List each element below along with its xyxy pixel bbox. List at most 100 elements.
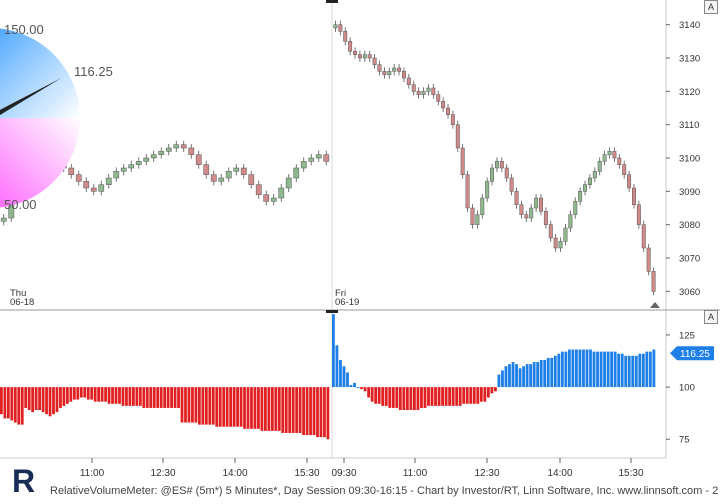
volume-bar bbox=[497, 374, 501, 388]
volume-bar bbox=[490, 387, 494, 394]
volume-bar bbox=[430, 387, 434, 406]
volume-bar bbox=[243, 387, 246, 429]
volume-bar bbox=[20, 387, 24, 425]
volume-bar bbox=[585, 349, 589, 388]
volume-bar bbox=[201, 387, 205, 425]
volume-bar bbox=[402, 387, 406, 411]
volume-bar bbox=[69, 387, 73, 402]
last-bar-marker bbox=[650, 302, 660, 308]
volume-bar bbox=[469, 387, 473, 404]
candle-thursday bbox=[150, 154, 157, 159]
volume-bar bbox=[264, 387, 267, 431]
volume-bar bbox=[398, 387, 402, 411]
candle-friday bbox=[343, 31, 348, 42]
candle-friday bbox=[573, 201, 578, 215]
volume-bar bbox=[38, 387, 41, 411]
candle-thursday bbox=[270, 197, 277, 202]
candle-friday bbox=[543, 211, 548, 225]
gauge-max-label: 150.00 bbox=[4, 22, 44, 37]
candle-friday bbox=[563, 227, 568, 242]
volume-bar bbox=[620, 353, 624, 388]
volume-bar bbox=[90, 387, 94, 400]
volume-bar bbox=[257, 387, 260, 429]
volume-bar bbox=[360, 387, 363, 390]
volume-bar bbox=[557, 353, 561, 388]
volume-bar bbox=[582, 349, 585, 388]
time-tick-label: 11:00 bbox=[80, 468, 105, 479]
volume-bar bbox=[437, 387, 441, 406]
volume-bar bbox=[41, 387, 45, 413]
indicator-tick-label: 75 bbox=[679, 435, 690, 446]
volume-bar bbox=[284, 387, 288, 433]
volume-bar bbox=[458, 387, 462, 406]
candle-friday bbox=[509, 177, 514, 192]
volume-bar bbox=[270, 387, 274, 431]
candle-friday bbox=[416, 91, 421, 95]
volume-bar bbox=[52, 387, 55, 415]
volume-bar bbox=[277, 387, 281, 431]
volume-bar bbox=[363, 387, 367, 392]
candle-thursday bbox=[113, 171, 120, 179]
volume-bar bbox=[553, 355, 557, 388]
candle-friday bbox=[475, 214, 480, 225]
volume-bar bbox=[24, 387, 28, 408]
volume-bar bbox=[177, 387, 180, 408]
volume-bar bbox=[455, 387, 459, 406]
volume-bar bbox=[97, 387, 101, 402]
volume-bar bbox=[518, 368, 522, 388]
volume-bar bbox=[603, 351, 606, 388]
session-date-label: 06-19 bbox=[335, 297, 359, 308]
volume-bar bbox=[501, 370, 504, 388]
volume-bar bbox=[391, 387, 395, 408]
volume-bar bbox=[617, 353, 621, 388]
candle-friday bbox=[651, 271, 656, 292]
candle-friday bbox=[357, 54, 362, 59]
logo-bg bbox=[10, 462, 38, 496]
candle-friday bbox=[617, 157, 622, 165]
volume-bar bbox=[211, 387, 215, 425]
candle-friday bbox=[485, 181, 490, 199]
price-panel-autoscale-button[interactable]: A bbox=[704, 0, 718, 14]
candle-friday bbox=[465, 174, 470, 209]
candle-thursday bbox=[188, 147, 195, 155]
candle-thursday bbox=[173, 144, 180, 149]
candle-friday bbox=[632, 187, 636, 205]
volume-bar bbox=[634, 355, 638, 388]
volume-bar bbox=[599, 351, 603, 388]
session-day-label: Fri bbox=[335, 288, 346, 299]
volume-bar bbox=[546, 357, 550, 388]
volume-bar bbox=[83, 387, 87, 398]
volume-bar bbox=[525, 364, 529, 388]
candle-thursday bbox=[105, 177, 112, 185]
candle-friday bbox=[392, 67, 397, 72]
candle-friday bbox=[450, 114, 455, 125]
volume-bar bbox=[462, 387, 466, 404]
volume-bar bbox=[225, 387, 229, 427]
candle-friday bbox=[436, 94, 441, 102]
candle-friday bbox=[490, 167, 495, 182]
volume-bar bbox=[62, 387, 66, 406]
candle-thursday bbox=[255, 184, 262, 195]
volume-bar bbox=[145, 387, 149, 408]
volume-bar bbox=[515, 364, 518, 388]
candle-friday bbox=[353, 51, 357, 55]
volume-bar bbox=[6, 387, 10, 419]
volume-bar bbox=[194, 387, 198, 423]
volume-bar bbox=[356, 387, 360, 389]
volume-bar bbox=[652, 349, 656, 388]
candle-thursday bbox=[75, 174, 82, 182]
volume-bar bbox=[260, 387, 264, 431]
volume-bar bbox=[448, 387, 452, 406]
volume-bar bbox=[536, 362, 540, 388]
volume-bar bbox=[529, 364, 533, 388]
volume-bar bbox=[339, 359, 342, 388]
volume-bar bbox=[302, 387, 305, 436]
volume-bar bbox=[118, 387, 121, 404]
candle-friday bbox=[333, 24, 338, 29]
candle-friday bbox=[348, 41, 353, 52]
volume-bar bbox=[346, 372, 349, 388]
candle-friday bbox=[446, 107, 450, 115]
indicator-panel-autoscale-button[interactable]: A bbox=[704, 310, 718, 324]
